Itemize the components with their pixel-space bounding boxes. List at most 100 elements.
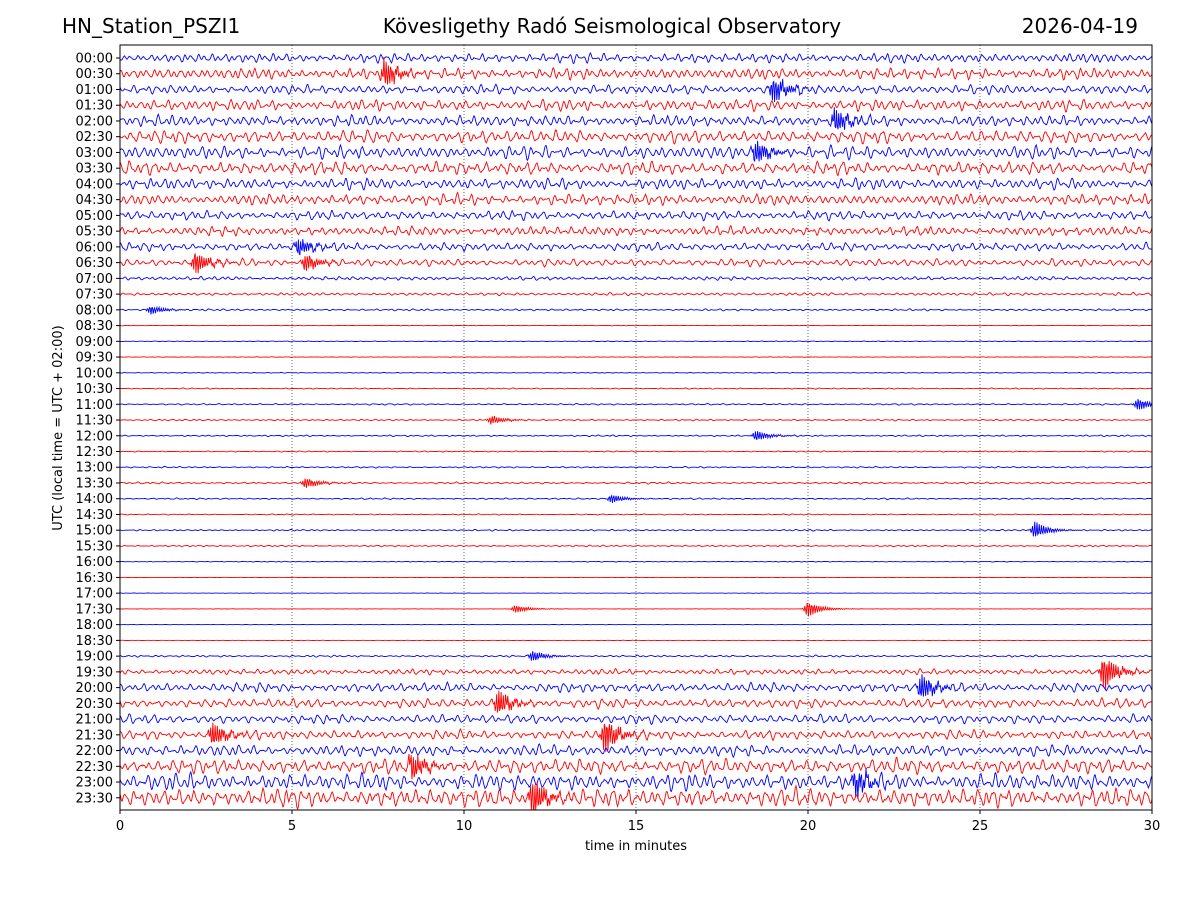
trace-1300 xyxy=(120,465,1152,469)
x-tick-label: 0 xyxy=(116,819,124,834)
trace-1930 xyxy=(120,661,1152,691)
y-axis-label: UTC (local time = UTC + 02:00) xyxy=(51,325,66,530)
x-tick-label: 5 xyxy=(288,819,296,834)
seismogram-traces xyxy=(120,52,1152,810)
trace-0100 xyxy=(120,78,1152,103)
y-tick-label: 01:00 xyxy=(76,83,113,98)
y-tick-label: 23:00 xyxy=(76,776,113,791)
trace-0230 xyxy=(120,129,1152,145)
trace-0330 xyxy=(120,160,1152,177)
x-tick-label: 15 xyxy=(628,819,645,834)
gridlines xyxy=(291,45,981,810)
y-tick-label: 10:00 xyxy=(76,366,113,381)
y-tick-label: 18:30 xyxy=(76,634,113,649)
y-tick-label: 04:00 xyxy=(76,177,113,192)
y-tick-label: 07:30 xyxy=(76,288,113,303)
trace-2230 xyxy=(120,753,1152,780)
trace-1230 xyxy=(120,450,1152,453)
y-tick-label: 11:30 xyxy=(76,414,113,429)
chart-title: Kövesligethy Radó Seismological Observat… xyxy=(382,14,842,38)
y-tick-label: 21:00 xyxy=(76,713,113,728)
y-tick-label: 09:30 xyxy=(76,351,113,366)
trace-0800 xyxy=(120,305,1152,315)
trace-0600 xyxy=(120,238,1152,256)
y-axis-ticks: 00:0000:3001:0001:3002:0002:3003:0003:30… xyxy=(76,52,120,806)
x-tick-label: 25 xyxy=(972,819,989,834)
trace-1100 xyxy=(120,399,1152,410)
trace-1030 xyxy=(120,387,1152,390)
y-tick-label: 21:30 xyxy=(76,728,113,743)
y-tick-label: 19:00 xyxy=(76,650,113,665)
trace-2000 xyxy=(120,674,1152,697)
y-tick-label: 22:30 xyxy=(76,760,113,775)
trace-0730 xyxy=(120,291,1152,296)
y-tick-label: 16:30 xyxy=(76,571,113,586)
trace-1600 xyxy=(120,560,1152,563)
y-tick-label: 06:00 xyxy=(76,240,113,255)
trace-1200 xyxy=(120,431,1152,440)
y-tick-label: 20:30 xyxy=(76,697,113,712)
trace-1900 xyxy=(120,651,1152,661)
y-tick-label: 05:30 xyxy=(76,225,113,240)
y-tick-label: 03:00 xyxy=(76,146,113,161)
trace-0000 xyxy=(120,52,1152,65)
y-tick-label: 04:30 xyxy=(76,193,113,208)
trace-1500 xyxy=(120,521,1152,537)
y-tick-label: 08:00 xyxy=(76,303,113,318)
trace-1330 xyxy=(120,478,1152,488)
y-tick-label: 11:00 xyxy=(76,398,113,413)
y-tick-label: 07:00 xyxy=(76,272,113,287)
y-tick-label: 14:30 xyxy=(76,508,113,523)
x-axis-label: time in minutes xyxy=(585,839,687,854)
x-tick-label: 10 xyxy=(456,819,473,834)
x-tick-label: 20 xyxy=(800,819,817,834)
y-tick-label: 02:30 xyxy=(76,130,113,145)
y-tick-label: 18:00 xyxy=(76,618,113,633)
trace-2030 xyxy=(120,690,1152,713)
x-axis-ticks: 0 5 10 15 20 25 30 xyxy=(116,810,1160,834)
trace-0400 xyxy=(120,177,1152,191)
trace-0900 xyxy=(120,340,1152,343)
trace-1000 xyxy=(120,371,1152,374)
x-tick-label: 30 xyxy=(1144,819,1161,834)
y-tick-label: 09:00 xyxy=(76,335,113,350)
y-tick-label: 00:30 xyxy=(76,67,113,82)
trace-1800 xyxy=(120,623,1152,626)
trace-0530 xyxy=(120,224,1152,238)
y-tick-label: 22:00 xyxy=(76,744,113,759)
trace-1130 xyxy=(120,415,1152,425)
y-tick-label: 02:00 xyxy=(76,114,113,129)
y-tick-label: 12:30 xyxy=(76,445,113,460)
trace-0300 xyxy=(120,140,1152,162)
trace-0130 xyxy=(120,98,1152,113)
chart-date: 2026-04-19 xyxy=(1021,14,1138,38)
trace-1700 xyxy=(120,592,1152,594)
trace-1400 xyxy=(120,494,1152,503)
trace-2330 xyxy=(120,781,1152,810)
trace-0930 xyxy=(120,356,1152,358)
y-tick-label: 14:00 xyxy=(76,492,113,507)
y-tick-label: 13:00 xyxy=(76,461,113,476)
trace-1730 xyxy=(120,602,1152,617)
y-tick-label: 15:00 xyxy=(76,524,113,539)
y-tick-label: 05:00 xyxy=(76,209,113,224)
y-tick-label: 23:30 xyxy=(76,791,113,806)
trace-1530 xyxy=(120,544,1152,548)
y-tick-label: 20:00 xyxy=(76,681,113,696)
y-tick-label: 06:30 xyxy=(76,256,113,271)
trace-1430 xyxy=(120,513,1152,516)
trace-2130 xyxy=(120,722,1152,752)
trace-2300 xyxy=(120,768,1152,799)
y-tick-label: 15:30 xyxy=(76,539,113,554)
trace-0200 xyxy=(120,107,1152,130)
trace-2200 xyxy=(120,743,1152,758)
trace-0630 xyxy=(120,253,1152,274)
y-tick-label: 01:30 xyxy=(76,99,113,114)
trace-0500 xyxy=(120,209,1152,222)
y-tick-label: 08:30 xyxy=(76,319,113,334)
station-name: HN_Station_PSZI1 xyxy=(62,14,241,38)
trace-2100 xyxy=(120,713,1152,726)
y-tick-label: 13:30 xyxy=(76,476,113,491)
trace-0700 xyxy=(120,275,1152,282)
